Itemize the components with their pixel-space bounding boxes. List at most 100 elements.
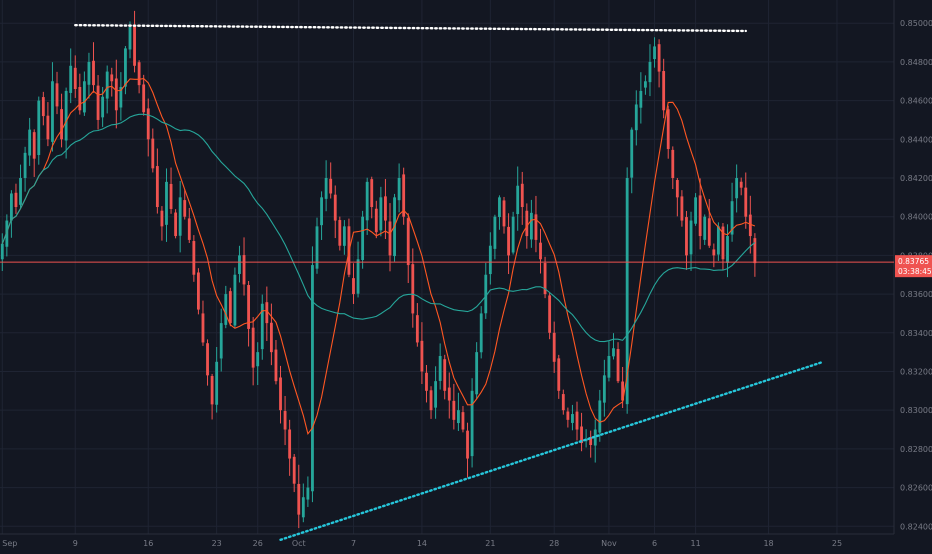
candle-body[interactable] (753, 238, 757, 264)
candle-body[interactable] (580, 426, 583, 444)
candle-body[interactable] (379, 197, 383, 231)
candle-body[interactable] (443, 359, 447, 391)
candle-body[interactable] (557, 358, 561, 391)
candle-body[interactable] (146, 108, 150, 140)
candle-body[interactable] (82, 81, 86, 113)
candle-body[interactable] (224, 294, 228, 325)
candle-body[interactable] (516, 185, 520, 215)
candle-body[interactable] (128, 27, 132, 50)
candle-body[interactable] (192, 241, 196, 275)
candle-body[interactable] (114, 78, 118, 111)
candle-body[interactable] (461, 412, 465, 430)
candle-body[interactable] (502, 200, 506, 227)
candle-body[interactable] (315, 226, 319, 269)
candle-body[interactable] (306, 487, 310, 500)
candle-body[interactable] (735, 178, 739, 199)
candle-body[interactable] (215, 361, 219, 405)
candle-body[interactable] (101, 96, 105, 118)
support-trendline[interactable] (279, 360, 825, 542)
candle-body[interactable] (438, 356, 442, 381)
candle-body[interactable] (361, 216, 365, 260)
candle-body[interactable] (142, 84, 146, 113)
candle-body[interactable] (694, 197, 698, 224)
candle-body[interactable] (653, 46, 656, 60)
candle-body[interactable] (174, 212, 178, 237)
candle-body[interactable] (571, 414, 574, 423)
candle-body[interactable] (32, 132, 36, 159)
candle-body[interactable] (119, 87, 123, 108)
candle-body[interactable] (46, 115, 50, 140)
candle-body[interactable] (616, 349, 620, 382)
candle-body[interactable] (507, 226, 510, 256)
candle-body[interactable] (415, 315, 419, 343)
candle-body[interactable] (269, 322, 273, 353)
candle-body[interactable] (475, 352, 479, 395)
candle-body[interactable] (543, 263, 547, 295)
candle-body[interactable] (447, 387, 451, 401)
candle-body[interactable] (648, 61, 652, 83)
candle-body[interactable] (14, 192, 18, 208)
candle-body[interactable] (593, 429, 597, 446)
candle-body[interactable] (37, 100, 41, 156)
candle-body[interactable] (434, 381, 438, 408)
candle-body[interactable] (247, 285, 251, 329)
candle-body[interactable] (721, 226, 725, 260)
candle-body[interactable] (685, 217, 688, 256)
candle-body[interactable] (479, 313, 483, 353)
candle-body[interactable] (525, 210, 529, 237)
candle-body[interactable] (529, 212, 533, 240)
candle-body[interactable] (155, 166, 159, 208)
candle-body[interactable] (488, 245, 492, 275)
candle-body[interactable] (356, 259, 360, 294)
candle-body[interactable] (55, 83, 59, 107)
candle-body[interactable] (511, 216, 515, 253)
candle-body[interactable] (370, 179, 374, 208)
candle-body[interactable] (716, 226, 720, 255)
candle-body[interactable] (151, 138, 155, 169)
candle-body[interactable] (165, 181, 168, 225)
candle-body[interactable] (374, 208, 378, 233)
candle-body[interactable] (242, 255, 246, 285)
candle-body[interactable] (456, 410, 460, 424)
candle-body[interactable] (388, 221, 392, 256)
candle-body[interactable] (333, 194, 337, 221)
candle-body[interactable] (365, 181, 369, 221)
candle-body[interactable] (73, 67, 77, 89)
candle-body[interactable] (320, 197, 323, 226)
candle-body[interactable] (493, 216, 497, 249)
candle-body[interactable] (124, 48, 127, 87)
candle-body[interactable] (748, 214, 752, 237)
candle-body[interactable] (625, 178, 629, 405)
candle-body[interactable] (420, 340, 424, 372)
candle-body[interactable] (621, 381, 625, 401)
candle-body[interactable] (520, 183, 524, 208)
candle-body[interactable] (64, 90, 68, 141)
candle-body[interactable] (324, 178, 328, 199)
candle-body[interactable] (552, 332, 556, 362)
candle-body[interactable] (133, 25, 136, 66)
candle-body[interactable] (561, 394, 565, 411)
candle-body[interactable] (169, 183, 173, 209)
candle-body[interactable] (78, 86, 82, 111)
candle-body[interactable] (183, 200, 187, 217)
candle-body[interactable] (23, 152, 27, 179)
candle-body[interactable] (329, 178, 333, 194)
candle-body[interactable] (429, 390, 433, 411)
candle-body[interactable] (666, 109, 670, 149)
candle-body[interactable] (689, 220, 693, 255)
candle-body[interactable] (452, 400, 456, 420)
candle-body[interactable] (657, 44, 661, 72)
candle-body[interactable] (178, 197, 182, 236)
candle-body[interactable] (9, 193, 13, 221)
candle-body[interactable] (698, 195, 702, 237)
candle-body[interactable] (630, 129, 634, 178)
candle-body[interactable] (411, 264, 415, 314)
candle-body[interactable] (0, 243, 4, 260)
candle-body[interactable] (384, 196, 387, 221)
candle-body[interactable] (279, 377, 282, 411)
candle-body[interactable] (712, 249, 716, 256)
candle-body[interactable] (110, 74, 114, 82)
candle-body[interactable] (338, 220, 342, 246)
candle-body[interactable] (288, 429, 292, 459)
